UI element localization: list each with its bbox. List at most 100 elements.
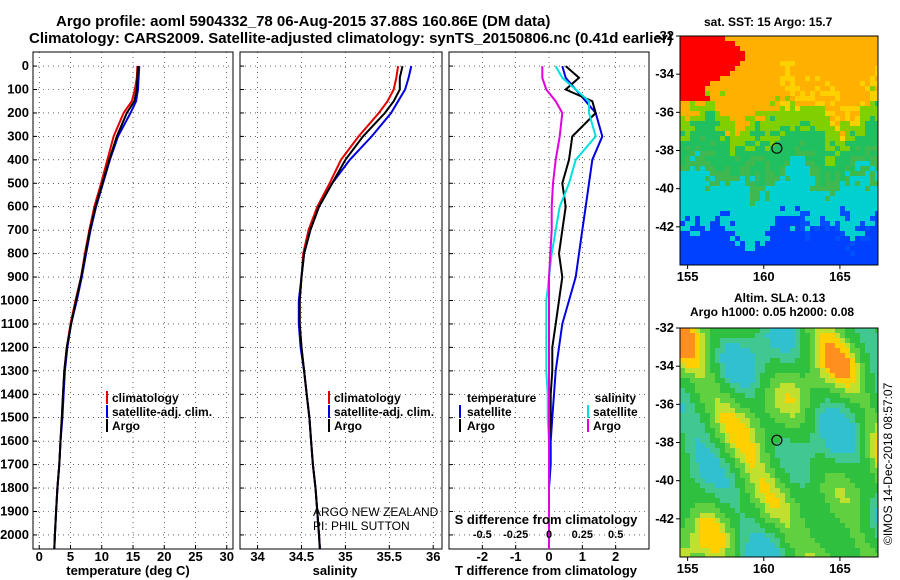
heatmap-cell — [715, 61, 721, 67]
heatmap-cell — [750, 166, 756, 172]
heatmap-cell — [875, 71, 878, 77]
heatmap-cell — [805, 191, 811, 197]
heatmap-cell — [740, 398, 746, 404]
heatmap-cell — [790, 358, 796, 364]
heatmap-cell — [730, 116, 736, 122]
heatmap-cell — [785, 503, 791, 509]
heatmap-cell — [805, 478, 811, 484]
heatmap-cell — [705, 61, 711, 67]
heatmap-cell — [795, 513, 801, 519]
heatmap-cell — [720, 463, 726, 469]
heatmap-cell — [765, 528, 771, 534]
heatmap-cell — [780, 473, 786, 479]
lon-tick-label: 160 — [753, 561, 775, 576]
heatmap-cell — [790, 343, 796, 349]
heatmap-cell — [680, 348, 686, 354]
heatmap-cell — [855, 353, 861, 359]
heatmap-cell — [835, 61, 841, 67]
heatmap-cell — [830, 348, 836, 354]
heatmap-cell — [805, 166, 811, 172]
heatmap-cell — [725, 86, 731, 92]
heatmap-cell — [815, 538, 821, 544]
heatmap-cell — [725, 518, 731, 524]
heatmap-cell — [790, 201, 796, 207]
heatmap-cell — [855, 36, 861, 42]
heatmap-cell — [825, 141, 831, 147]
heatmap-cell — [815, 428, 821, 434]
heatmap-cell — [825, 413, 831, 419]
heatmap-cell — [775, 513, 781, 519]
heatmap-cell — [815, 533, 821, 539]
heatmap-cell — [725, 458, 731, 464]
heatmap-cell — [730, 106, 736, 112]
heatmap-cell — [865, 86, 871, 92]
heatmap-cell — [780, 56, 786, 62]
heatmap-cell — [860, 353, 866, 359]
heatmap-cell — [745, 61, 751, 67]
heatmap-cell — [730, 96, 736, 102]
heatmap-cell — [680, 418, 686, 424]
heatmap-cell — [720, 251, 726, 257]
heatmap-cell — [845, 231, 851, 237]
heatmap-cell — [725, 231, 731, 237]
heatmap-cell — [870, 126, 876, 132]
heatmap-cell — [685, 353, 691, 359]
heatmap-cell — [820, 161, 826, 167]
heatmap-cell — [760, 363, 766, 369]
heatmap-cell — [865, 548, 871, 554]
heatmap-cell — [700, 543, 706, 549]
heatmap-cell — [870, 251, 876, 257]
heatmap-cell — [805, 96, 811, 102]
heatmap-cell — [820, 141, 826, 147]
heatmap-cell — [835, 66, 841, 72]
heatmap-cell — [705, 448, 711, 454]
heatmap-cell — [780, 66, 786, 72]
heatmap-cell — [725, 363, 731, 369]
heatmap-cell — [730, 483, 736, 489]
heatmap-cell — [780, 61, 786, 67]
heatmap-cell — [760, 453, 766, 459]
heatmap-cell — [865, 468, 871, 474]
heatmap-cell — [830, 453, 836, 459]
heatmap-cell — [850, 146, 856, 152]
heatmap-cell — [765, 508, 771, 514]
heatmap-cell — [710, 388, 716, 394]
heatmap-cell — [730, 548, 736, 554]
heatmap-cell — [705, 488, 711, 494]
heatmap-cell — [745, 261, 751, 265]
heatmap-cell — [795, 478, 801, 484]
heatmap-cell — [700, 463, 706, 469]
heatmap-cell — [680, 413, 686, 419]
heatmap-cell — [695, 493, 701, 499]
heatmap-cell — [765, 518, 771, 524]
heatmap-cell — [680, 343, 686, 349]
heatmap-cell — [860, 131, 866, 137]
heatmap-cell — [830, 161, 836, 167]
heatmap-cell — [795, 261, 801, 265]
heatmap-cell — [835, 418, 841, 424]
heatmap-cell — [760, 523, 766, 529]
heatmap-cell — [825, 171, 831, 177]
heatmap-cell — [755, 433, 761, 439]
heatmap-cell — [705, 261, 711, 265]
heatmap-cell — [860, 246, 866, 252]
heatmap-cell — [695, 448, 701, 454]
heatmap-cell — [705, 56, 711, 62]
heatmap-cell — [810, 106, 816, 112]
heatmap-cell — [845, 443, 851, 449]
heatmap-cell — [825, 553, 831, 557]
heatmap-cell — [760, 91, 766, 97]
heatmap-cell — [800, 503, 806, 509]
heatmap-cell — [860, 181, 866, 187]
heatmap-cell — [825, 513, 831, 519]
heatmap-cell — [865, 101, 871, 107]
heatmap-cell — [725, 348, 731, 354]
heatmap-cell — [725, 156, 731, 162]
heatmap-cell — [705, 146, 711, 152]
heatmap-cell — [830, 156, 836, 162]
heatmap-cell — [705, 328, 711, 334]
heatmap-cell — [815, 418, 821, 424]
lon-tick-label: 160 — [753, 269, 775, 284]
heatmap-cell — [820, 106, 826, 112]
heatmap-cell — [745, 553, 751, 557]
